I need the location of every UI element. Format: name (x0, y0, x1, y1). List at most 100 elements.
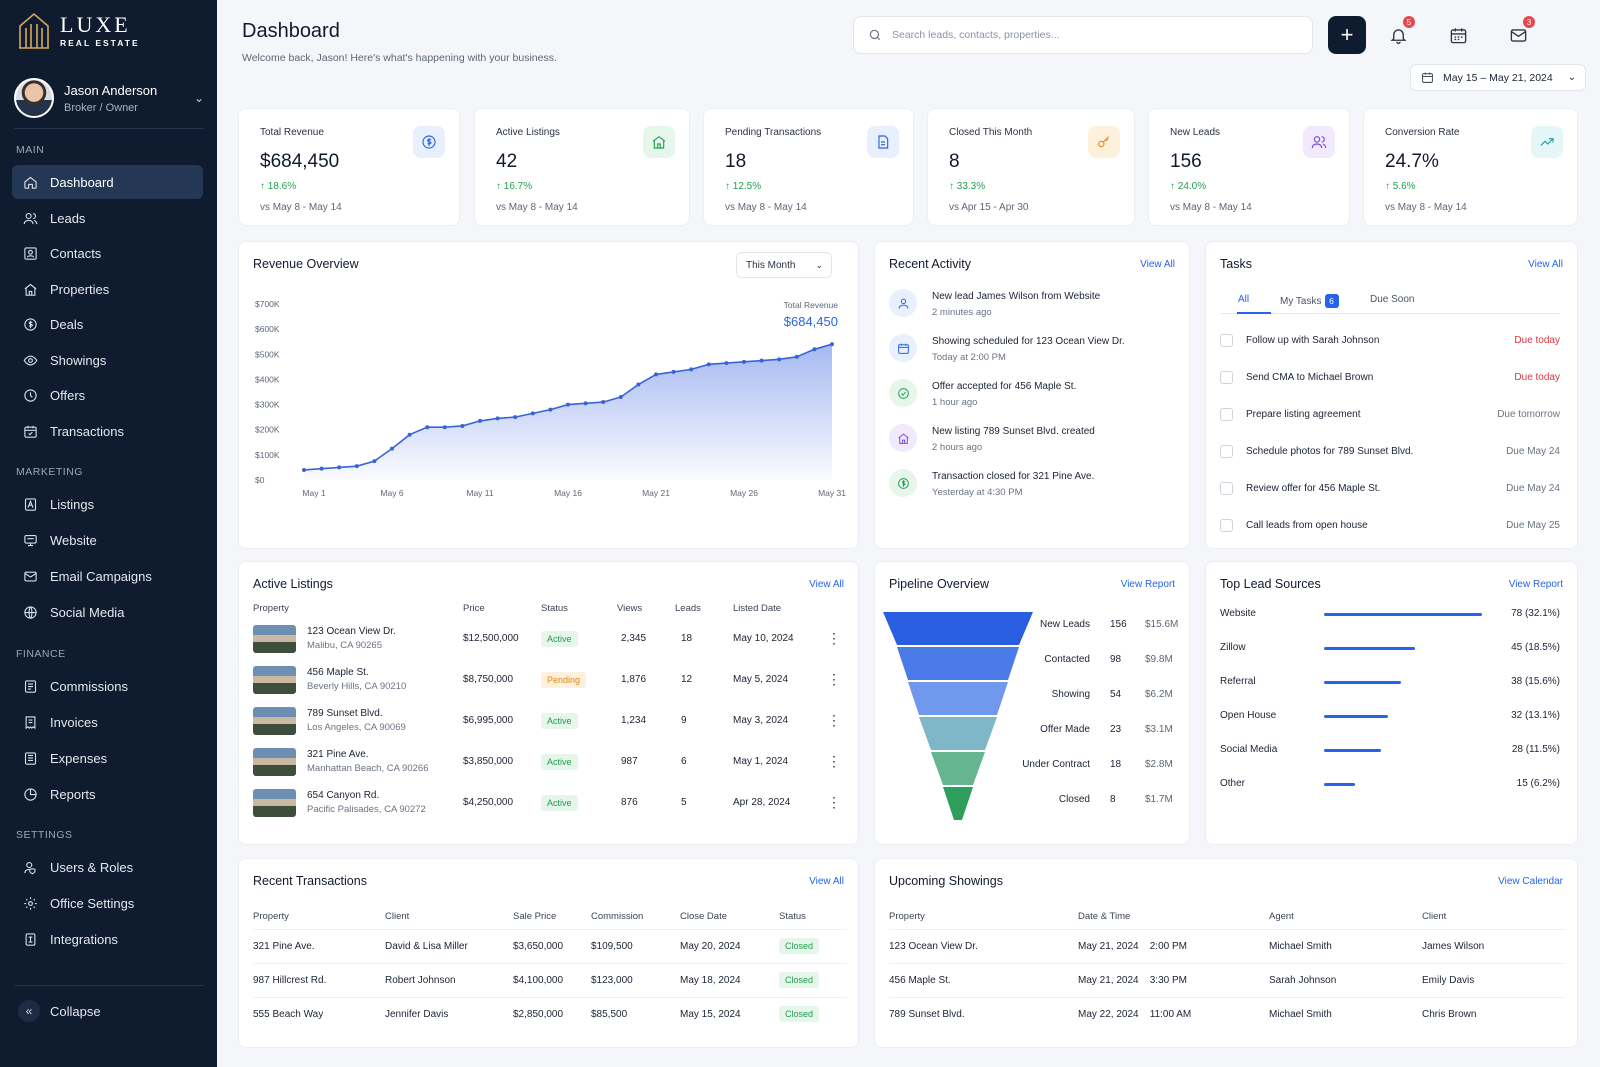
data-point[interactable] (654, 372, 658, 377)
data-point[interactable] (566, 402, 570, 407)
data-point[interactable] (390, 446, 394, 451)
activity-item[interactable]: New lead James Wilson from Website 2 min… (889, 289, 1179, 329)
view-all-link[interactable]: View All (1528, 259, 1563, 270)
task-checkbox[interactable] (1220, 482, 1233, 495)
view-report-link[interactable]: View Report (1508, 579, 1563, 590)
sidebar-item-office-settings[interactable]: Office Settings (12, 886, 203, 920)
sidebar-item-social-media[interactable]: Social Media (12, 595, 203, 629)
view-report-link[interactable]: View Report (1120, 579, 1175, 590)
task-text[interactable]: Review offer for 456 Maple St. (1246, 483, 1381, 494)
data-point[interactable] (583, 401, 588, 406)
calendar-button[interactable] (1445, 22, 1471, 48)
data-point[interactable] (407, 432, 412, 437)
funnel-segment[interactable] (883, 612, 1033, 645)
sidebar-item-users-roles[interactable]: Users & Roles (12, 850, 203, 884)
task-checkbox[interactable] (1220, 519, 1233, 532)
data-point[interactable] (812, 347, 817, 352)
table-row[interactable]: 654 Canyon Rd. Pacific Palisades, CA 9027… (253, 782, 847, 823)
sidebar-item-invoices[interactable]: Invoices (12, 705, 203, 739)
view-all-link[interactable]: View All (1140, 259, 1175, 270)
data-point[interactable] (513, 415, 518, 420)
sidebar-item-transactions[interactable]: Transactions (12, 414, 203, 448)
table-row[interactable]: 456 Maple St. Beverly Hills, CA 90210 $8,… (253, 659, 847, 700)
sidebar-item-showings[interactable]: Showings (12, 343, 203, 377)
task-checkbox[interactable] (1220, 334, 1233, 347)
sidebar-item-email-campaigns[interactable]: Email Campaigns (12, 559, 203, 593)
kpi-card[interactable]: Total Revenue $684,450 ↑ 18.6% vs May 8 … (238, 108, 460, 226)
profile-menu[interactable]: Jason Anderson Broker / Owner ⌄ (14, 76, 204, 120)
kpi-card[interactable]: Pending Transactions 18 ↑ 12.5% vs May 8… (703, 108, 914, 226)
data-point[interactable] (442, 425, 447, 430)
data-point[interactable] (302, 467, 306, 472)
data-point[interactable] (724, 361, 729, 366)
table-row[interactable]: 123 Ocean View Dr. Malibu, CA 90265 $12,5… (253, 618, 847, 659)
activity-item[interactable]: New listing 789 Sunset Blvd. created 2 h… (889, 424, 1179, 464)
sidebar-item-contacts[interactable]: Contacts (12, 236, 203, 270)
data-point[interactable] (460, 423, 465, 428)
data-point[interactable] (671, 369, 676, 374)
kpi-card[interactable]: Closed This Month 8 ↑ 33.3% vs Apr 15 - … (927, 108, 1135, 226)
view-calendar-link[interactable]: View Calendar (1498, 876, 1563, 887)
table-row[interactable]: 321 Pine Ave. David & Lisa Miller $3,650,0… (253, 928, 847, 963)
search-input[interactable] (892, 29, 1272, 41)
sidebar-item-properties[interactable]: Properties (12, 272, 203, 306)
funnel-segment[interactable] (908, 682, 1008, 715)
more-options-icon[interactable]: ⋮ (827, 794, 841, 810)
data-point[interactable] (425, 425, 430, 430)
data-point[interactable] (601, 400, 606, 405)
activity-item[interactable]: Showing scheduled for 123 Ocean View Dr.… (889, 334, 1179, 374)
tab-all[interactable]: All (1238, 294, 1250, 305)
period-select[interactable]: This Month ⌄ (736, 252, 832, 278)
sidebar-item-listings[interactable]: Listings (12, 487, 203, 521)
task-text[interactable]: Call leads from open house (1246, 520, 1368, 531)
task-text[interactable]: Send CMA to Michael Brown (1246, 372, 1374, 383)
task-text[interactable]: Schedule photos for 789 Sunset Blvd. (1246, 446, 1414, 457)
sidebar-item-offers[interactable]: Offers (12, 378, 203, 412)
activity-item[interactable]: Transaction closed for 321 Pine Ave. Yes… (889, 469, 1179, 509)
sidebar-item-dashboard[interactable]: Dashboard (12, 165, 203, 199)
more-options-icon[interactable]: ⋮ (827, 712, 841, 728)
kpi-card[interactable]: Conversion Rate 24.7% ↑ 5.6% vs May 8 - … (1363, 108, 1578, 226)
data-point[interactable] (742, 359, 746, 364)
sidebar-item-integrations[interactable]: Integrations (12, 922, 203, 956)
data-point[interactable] (354, 464, 359, 469)
notifications-button[interactable]: 5 (1385, 16, 1415, 48)
sidebar-item-commissions[interactable]: Commissions (12, 669, 203, 703)
more-options-icon[interactable]: ⋮ (827, 753, 841, 769)
task-checkbox[interactable] (1220, 408, 1233, 421)
data-point[interactable] (830, 342, 834, 347)
data-point[interactable] (636, 382, 641, 387)
lead-source-row[interactable]: Referral 38 (15.6%) (1220, 676, 1560, 696)
sidebar-item-deals[interactable]: Deals (12, 307, 203, 341)
table-row[interactable]: 456 Maple St. May 21, 2024 3:30 PM Sarah… (889, 962, 1565, 997)
data-point[interactable] (777, 357, 782, 362)
date-range-select[interactable]: May 15 – May 21, 2024 ⌄ (1410, 64, 1586, 91)
task-text[interactable]: Follow up with Sarah Johnson (1246, 335, 1380, 346)
tab-my-tasks[interactable]: My Tasks 6 (1280, 294, 1339, 308)
lead-source-row[interactable]: Zillow 45 (18.5%) (1220, 642, 1560, 662)
brand-logo[interactable]: LUXE REAL ESTATE (18, 12, 140, 50)
task-text[interactable]: Prepare listing agreement (1246, 409, 1361, 420)
more-options-icon[interactable]: ⋮ (827, 630, 841, 646)
table-row[interactable]: 555 Beach Way Jennifer Davis $2,850,000 $85… (253, 996, 847, 1031)
table-row[interactable]: 789 Sunset Blvd. May 22, 2024 11:00 AM M… (889, 996, 1565, 1031)
kpi-card[interactable]: New Leads 156 ↑ 24.0% vs May 8 - May 14 (1148, 108, 1350, 226)
data-point[interactable] (689, 367, 694, 372)
sidebar-item-expenses[interactable]: Expenses (12, 741, 203, 775)
data-point[interactable] (495, 416, 500, 421)
data-point[interactable] (372, 459, 377, 464)
sidebar-item-leads[interactable]: Leads (12, 201, 203, 235)
messages-button[interactable]: 3 (1505, 16, 1535, 48)
sidebar-item-website[interactable]: Website (12, 523, 203, 557)
table-row[interactable]: 123 Ocean View Dr. May 21, 2024 2:00 PM … (889, 928, 1565, 963)
lead-source-row[interactable]: Open House 32 (13.1%) (1220, 710, 1560, 730)
lead-source-row[interactable]: Social Media 28 (11.5%) (1220, 744, 1560, 764)
data-point[interactable] (530, 411, 535, 416)
data-point[interactable] (618, 395, 623, 400)
sidebar-item-reports[interactable]: Reports (12, 777, 203, 811)
funnel-segment[interactable] (943, 787, 973, 820)
data-point[interactable] (706, 362, 711, 367)
add-button[interactable]: + (1328, 16, 1366, 54)
data-point[interactable] (478, 418, 482, 423)
more-options-icon[interactable]: ⋮ (827, 671, 841, 687)
